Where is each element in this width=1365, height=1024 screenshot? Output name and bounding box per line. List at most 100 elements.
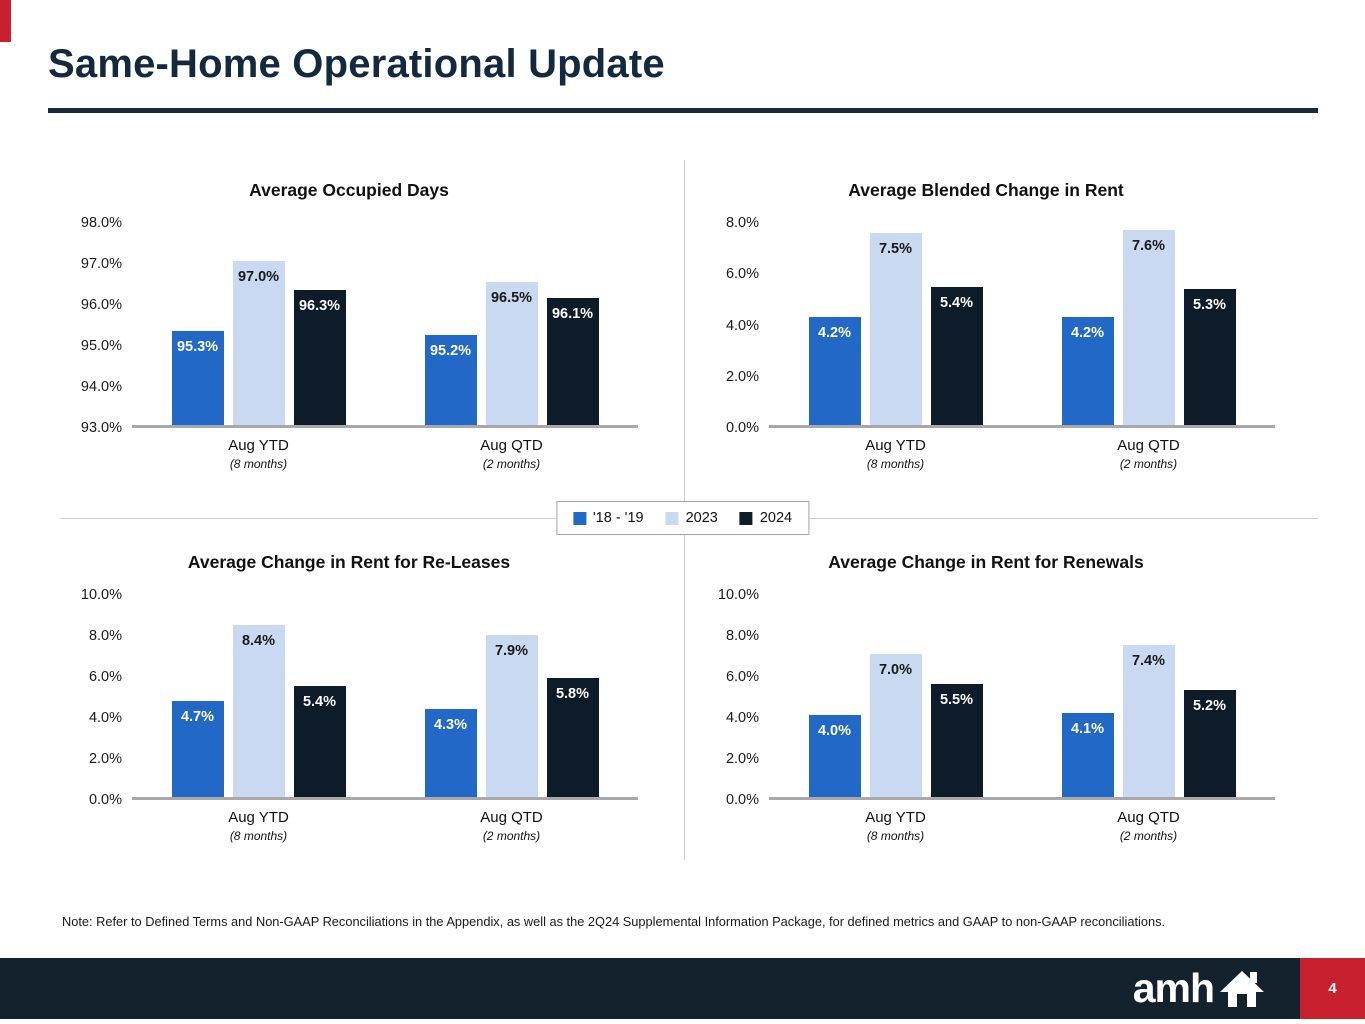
y-tick-label: 10.0% [80, 587, 122, 603]
category-label: Aug QTD [1117, 437, 1180, 454]
bar-value-label: 4.7% [180, 708, 215, 725]
y-axis: 10.0% 8.0% 6.0% 4.0% 2.0% 0.0% [60, 587, 132, 808]
y-tick-label: 2.0% [725, 751, 759, 767]
bar-value-label: 5.4% [939, 294, 974, 311]
y-tick-label: 8.0% [725, 215, 759, 231]
legend-item-2024: 2024 [739, 510, 793, 526]
bar-value-label: 96.1% [551, 305, 594, 322]
bar-value-label: 5.5% [939, 692, 974, 709]
chart-title: Average Change in Rent for Re-Leases [187, 552, 511, 572]
bar-2023-aug-ytd: 7.0% [869, 653, 922, 797]
bar-value-label: 5.3% [1192, 297, 1227, 314]
category-aug-qtd: Aug QTD (2 months) [1022, 800, 1275, 843]
bar-group-aug-ytd: 4.7% 8.4% 5.4% [132, 624, 385, 797]
bar-value-label: 4.0% [817, 723, 852, 739]
bar-value-label: 5.8% [555, 686, 590, 703]
bar-group-aug-ytd: 4.0% 7.0% 5.5% [769, 653, 1022, 797]
category-label: Aug QTD [480, 437, 543, 454]
legend-swatch [572, 511, 586, 525]
bar-value-label: 5.4% [302, 694, 337, 711]
legend-item-2023: 2023 [665, 510, 718, 526]
bar-value-label: 7.9% [494, 643, 529, 659]
category-label: Aug YTD [865, 437, 926, 454]
bar-2024-aug-qtd: 96.1% [546, 297, 599, 425]
x-axis-labels: Aug YTD (8 months) Aug QTD (2 months) [132, 428, 638, 471]
bar-18-19-aug-qtd: 4.3% [424, 708, 477, 797]
category-sublabel: (8 months) [866, 457, 925, 471]
chart-average-change-in-rent-renewals: Average Change in Rent for Renewals 10.0… [697, 552, 1275, 843]
category-sublabel: (2 months) [1119, 457, 1178, 471]
bar-18-19-aug-ytd: 4.0% [808, 715, 861, 797]
bar-value-label: 8.4% [241, 632, 276, 649]
y-tick-label: 6.0% [725, 266, 759, 283]
y-tick-label: 97.0% [80, 256, 122, 272]
bar-2024-aug-ytd: 96.3% [293, 289, 346, 425]
y-tick-label: 95.0% [80, 338, 122, 354]
y-axis: 98.0% 97.0% 96.0% 95.0% 94.0% 93.0% [60, 215, 132, 436]
y-axis: 8.0% 6.0% 4.0% 2.0% 0.0% [697, 215, 769, 436]
category-aug-ytd: Aug YTD (8 months) [132, 800, 385, 843]
bar-2023-aug-qtd: 96.5% [485, 281, 538, 425]
bar-18-19-aug-qtd: 4.2% [1061, 317, 1114, 425]
bar-2023-aug-ytd: 97.0% [232, 261, 285, 425]
page-number-box: 4 [1300, 958, 1365, 1019]
bar-2024-aug-ytd: 5.4% [930, 286, 983, 425]
bar-group-aug-qtd: 4.2% 7.6% 5.3% [1022, 230, 1275, 425]
legend-label: 2024 [759, 510, 793, 526]
y-tick-label: 6.0% [725, 669, 759, 685]
bar-2023-aug-ytd: 7.5% [869, 232, 922, 425]
legend-swatch [739, 511, 753, 525]
category-aug-qtd: Aug QTD (2 months) [1022, 428, 1275, 471]
bar-value-label: 95.2% [429, 342, 472, 359]
x-axis-labels: Aug YTD (8 months) Aug QTD (2 months) [769, 428, 1275, 471]
bar-18-19-aug-ytd: 4.7% [171, 700, 224, 797]
legend-label: '18 - '19 [592, 510, 644, 526]
chart-average-change-in-rent-re-leases: Average Change in Rent for Re-Leases 10.… [60, 552, 638, 843]
y-tick-label: 4.0% [725, 710, 759, 726]
chart-average-blended-change-in-rent: Average Blended Change in Rent 8.0% 6.0% 4… [697, 180, 1275, 471]
amh-logo-text: amh [1132, 965, 1215, 1011]
amh-logo: amh [1133, 958, 1265, 1019]
legend-swatch [665, 511, 679, 525]
y-tick-label: 94.0% [80, 379, 122, 395]
bar-2024-aug-qtd: 5.3% [1183, 289, 1236, 425]
bar-2024-aug-ytd: 5.4% [293, 686, 346, 797]
bar-value-label: 4.2% [1070, 325, 1105, 342]
y-tick-label: 0.0% [88, 792, 122, 808]
category-aug-qtd: Aug QTD (2 months) [385, 800, 638, 843]
category-label: Aug QTD [480, 809, 543, 826]
bar-value-label: 4.1% [1070, 721, 1105, 737]
category-sublabel: (2 months) [1119, 829, 1178, 843]
legend: '18 - '19 2023 2024 [555, 501, 810, 535]
y-axis: 10.0% 8.0% 6.0% 4.0% 2.0% 0.0% [697, 587, 769, 808]
category-aug-ytd: Aug YTD (8 months) [769, 800, 1022, 843]
category-sublabel: (8 months) [229, 829, 288, 843]
chart-title: Average Change in Rent for Renewals [828, 552, 1144, 572]
bar-value-label: 5.2% [1192, 698, 1227, 715]
bar-group-aug-ytd: 95.3% 97.0% 96.3% [132, 261, 385, 425]
footnote: Note: Refer to Defined Terms and Non-GAA… [62, 914, 1166, 929]
x-axis-labels: Aug YTD (8 months) Aug QTD (2 months) [769, 800, 1275, 843]
category-label: Aug YTD [228, 809, 289, 826]
y-tick-label: 2.0% [725, 368, 759, 385]
category-sublabel: (2 months) [482, 457, 541, 471]
y-tick-label: 93.0% [80, 420, 122, 436]
chart-title: Average Occupied Days [249, 180, 449, 200]
y-tick-label: 4.0% [88, 710, 122, 726]
bar-2024-aug-qtd: 5.2% [1183, 690, 1236, 797]
category-label: Aug YTD [228, 437, 289, 454]
category-label: Aug YTD [865, 809, 926, 826]
bar-value-label: 96.5% [490, 289, 533, 306]
category-aug-ytd: Aug YTD (8 months) [769, 428, 1022, 471]
plot-area: 4.0% 7.0% 5.5% 4.1% 7.4% 5.2% [769, 595, 1275, 800]
bar-value-label: 7.4% [1131, 653, 1166, 670]
x-axis-labels: Aug YTD (8 months) Aug QTD (2 months) [132, 800, 638, 843]
title-underline [48, 108, 1318, 113]
bar-value-label: 7.6% [1131, 238, 1166, 255]
y-tick-label: 10.0% [717, 587, 759, 603]
bar-value-label: 7.0% [878, 661, 913, 678]
category-aug-ytd: Aug YTD (8 months) [132, 428, 385, 471]
category-sublabel: (8 months) [229, 457, 288, 471]
bar-18-19-aug-ytd: 4.2% [808, 317, 861, 425]
